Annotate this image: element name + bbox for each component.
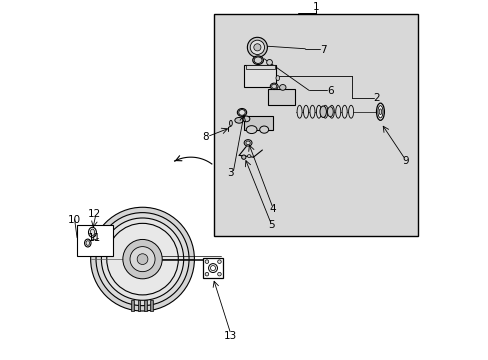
Ellipse shape [90, 229, 94, 235]
Circle shape [247, 37, 267, 57]
Ellipse shape [348, 105, 353, 118]
Circle shape [250, 40, 264, 54]
Ellipse shape [335, 105, 340, 118]
Ellipse shape [309, 105, 314, 118]
Text: 10: 10 [68, 215, 81, 225]
Ellipse shape [210, 266, 215, 271]
Circle shape [217, 260, 221, 264]
Bar [267, 89, 294, 105]
Bar [244, 116, 273, 130]
Bar [77, 225, 113, 256]
Ellipse shape [245, 141, 250, 145]
Ellipse shape [238, 109, 244, 115]
Circle shape [130, 247, 155, 272]
Bar [143, 300, 146, 311]
Circle shape [106, 223, 178, 295]
Text: 9: 9 [401, 156, 408, 166]
Circle shape [217, 273, 221, 276]
Ellipse shape [229, 120, 232, 126]
Ellipse shape [303, 105, 308, 118]
Ellipse shape [266, 59, 272, 65]
Circle shape [90, 207, 194, 311]
Ellipse shape [242, 116, 249, 122]
Ellipse shape [259, 126, 268, 133]
Ellipse shape [270, 83, 278, 90]
Ellipse shape [327, 107, 332, 117]
Circle shape [101, 218, 183, 300]
Ellipse shape [88, 227, 96, 237]
Ellipse shape [322, 105, 327, 118]
Ellipse shape [208, 264, 217, 273]
Ellipse shape [297, 105, 302, 118]
Text: 1: 1 [312, 2, 319, 12]
Ellipse shape [279, 85, 285, 90]
Text: 7: 7 [319, 45, 326, 55]
Ellipse shape [252, 56, 263, 64]
Ellipse shape [319, 106, 326, 117]
Ellipse shape [244, 140, 251, 146]
Ellipse shape [271, 84, 276, 89]
Ellipse shape [254, 57, 262, 63]
Bar [214, 14, 417, 236]
Bar [131, 300, 134, 311]
Text: 8: 8 [202, 132, 208, 143]
Ellipse shape [377, 105, 382, 118]
Bar [203, 258, 223, 278]
Text: 3: 3 [226, 168, 233, 178]
Circle shape [205, 260, 208, 264]
Text: 12: 12 [87, 210, 101, 219]
Ellipse shape [378, 109, 381, 114]
Ellipse shape [316, 105, 321, 118]
Circle shape [96, 213, 189, 306]
Text: 5: 5 [267, 220, 274, 230]
Text: 2: 2 [373, 93, 379, 103]
Text: 13: 13 [223, 331, 236, 341]
Circle shape [122, 239, 162, 279]
Ellipse shape [246, 126, 257, 134]
Ellipse shape [247, 155, 250, 158]
Circle shape [137, 254, 147, 265]
Ellipse shape [328, 105, 334, 118]
Text: 11: 11 [87, 233, 101, 243]
Bar [150, 300, 153, 311]
Ellipse shape [234, 117, 243, 123]
Ellipse shape [86, 241, 89, 246]
Bar [244, 65, 275, 87]
Text: 6: 6 [326, 86, 333, 96]
Circle shape [205, 273, 208, 276]
Ellipse shape [84, 239, 91, 247]
Text: 4: 4 [269, 204, 276, 214]
Ellipse shape [275, 76, 279, 81]
Ellipse shape [376, 103, 384, 120]
Ellipse shape [342, 105, 346, 118]
Circle shape [253, 44, 261, 51]
Ellipse shape [237, 108, 246, 116]
Bar [245, 65, 274, 69]
Ellipse shape [241, 155, 245, 159]
Bar [137, 300, 140, 311]
